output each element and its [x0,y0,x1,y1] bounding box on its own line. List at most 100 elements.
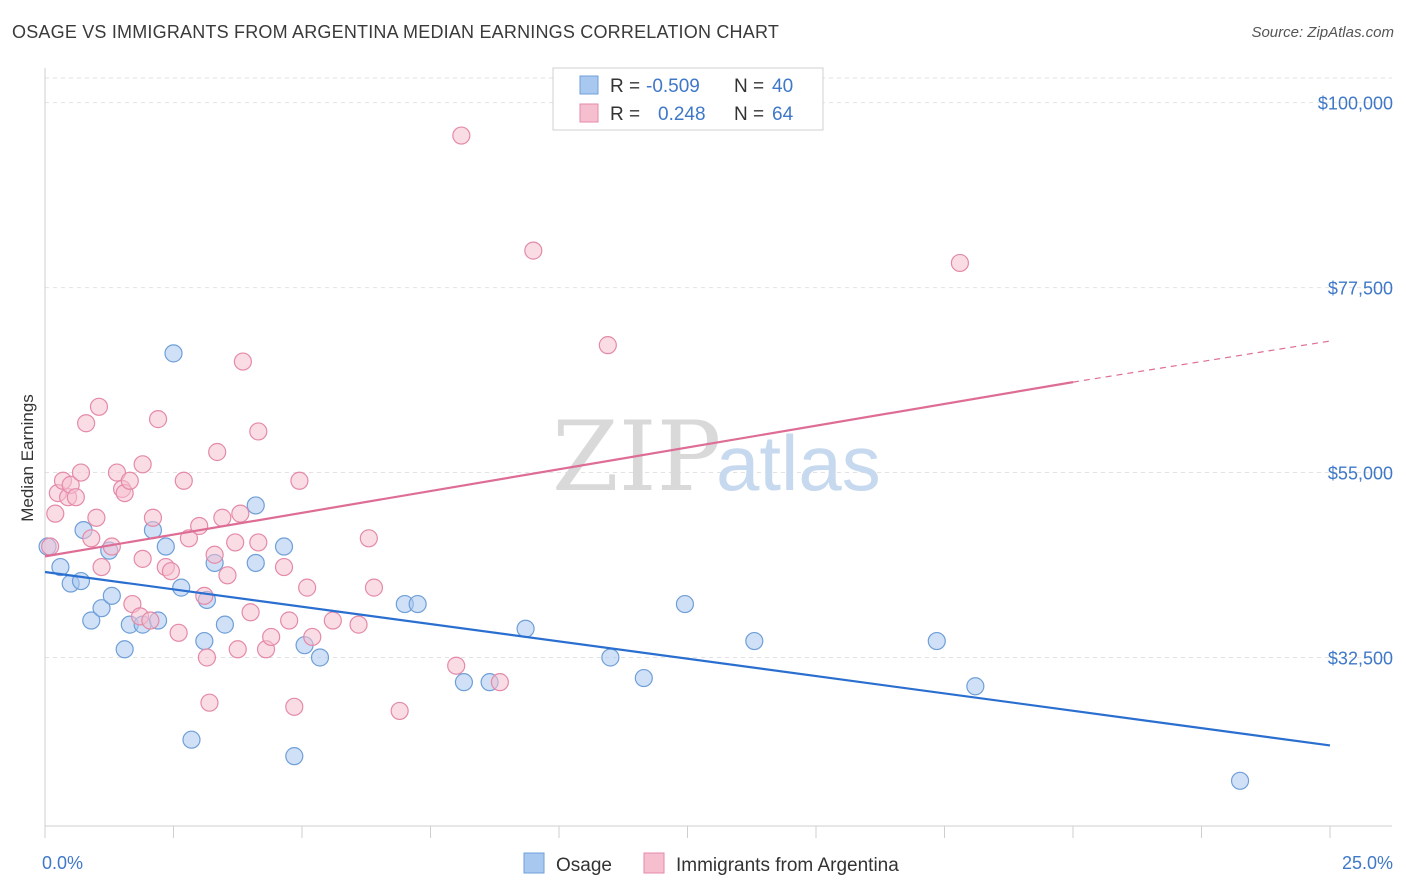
argentina-point [298,578,317,597]
argentina-trend-line [44,381,1074,558]
osage-point [408,594,427,614]
osage-point [246,553,265,573]
argentina-point [218,566,237,585]
y-tick-label: $77,500 [1328,279,1393,299]
argentina-point [143,508,163,527]
legend-n-value: 40 [772,76,793,97]
argentina-point [92,557,111,577]
legend-swatch-osage [579,75,599,95]
argentina-point [290,471,309,490]
osage-point [274,537,294,556]
argentina-point [249,422,268,441]
argentina-point [241,603,260,622]
osage-point [172,578,191,597]
argentina-point [228,640,247,659]
watermark-atlas: atlas [716,419,881,507]
data-points [38,126,1250,790]
argentina-point [195,586,214,605]
argentina-point [233,352,252,371]
argentina-point [950,253,970,273]
argentina-point [390,701,409,721]
argentina-point [349,615,368,634]
osage-point [156,537,175,556]
osage-point [115,640,134,659]
argentina-point [46,504,65,523]
argentina-point [71,463,91,482]
x-tick-label: 25.0% [1342,853,1393,873]
argentina-point [303,627,322,647]
legend-r-label: R = [610,76,640,97]
argentina-point [231,504,250,523]
osage-trend-line [44,570,1331,747]
argentina-point [447,656,466,675]
source-label: Source: ZipAtlas.com [1251,24,1394,41]
argentina-point [197,648,217,667]
osage-point [966,677,985,696]
y-tick-label: $55,000 [1328,464,1393,484]
argentina-point [490,673,509,692]
legend-n-label: N = [734,104,764,125]
argentina-point [169,623,188,642]
argentina-point [41,537,60,556]
axes [44,68,1392,838]
tick-labels: $32,500 $55,000 $77,500 $100,000 0.0% 25.0% [42,94,1393,873]
argentina-point [359,529,378,548]
argentina-point [120,471,139,490]
legend-label-osage: Osage [556,855,612,876]
argentina-point [174,471,193,490]
osage-point [92,599,111,618]
argentina-point [213,508,232,527]
y-tick-label: $32,500 [1328,648,1393,668]
osage-point [516,619,535,638]
argentina-point [205,545,224,564]
legend-swatch-argentina [579,103,599,123]
legend-top: R = -0.509 N = 40 R = 0.248 N = 64 [552,67,824,131]
osage-point [310,648,330,667]
legend-n-label: N = [734,76,764,97]
argentina-point [323,611,342,630]
osage-point [634,668,653,688]
x-tick-label: 0.0% [42,853,83,873]
y-axis-title: Median Earnings [18,394,37,522]
osage-point [82,611,101,630]
argentina-point [179,529,199,548]
osage-point [285,747,304,766]
y-tick-label: $100,000 [1318,94,1393,114]
legend-r-value: -0.509 [646,76,700,97]
osage-point [601,648,620,667]
legend-r-label: R = [610,104,640,125]
argentina-point [66,488,85,507]
watermark: ZIP atlas [552,401,881,513]
argentina-point [274,557,294,577]
argentina-point [200,693,219,712]
legend-r-value: 0.248 [658,104,706,125]
osage-point [675,594,695,614]
argentina-point [133,549,152,568]
osage-point [215,615,234,634]
osage-point [195,631,214,651]
legend-n-value: 64 [772,104,794,125]
argentina-point [364,578,384,597]
argentina-point [249,533,268,552]
argentina-point [262,627,281,647]
argentina-point [141,611,160,630]
argentina-point [82,529,101,548]
trend-lines [44,340,1331,747]
argentina-point [148,410,168,429]
argentina-point [598,336,617,355]
argentina-point [226,533,245,552]
argentina-point [280,611,299,630]
osage-point [102,586,121,605]
argentina-point [161,562,181,581]
argentina-point [87,508,106,527]
osage-point [246,496,265,515]
argentina-point [208,442,227,462]
osage-point [51,557,70,577]
osage-point [927,631,946,651]
legend-swatch-osage [523,852,545,874]
osage-point [182,730,201,749]
argentina-point [77,414,96,433]
argentina-trend-extension [1072,340,1331,383]
argentina-point [107,463,127,482]
